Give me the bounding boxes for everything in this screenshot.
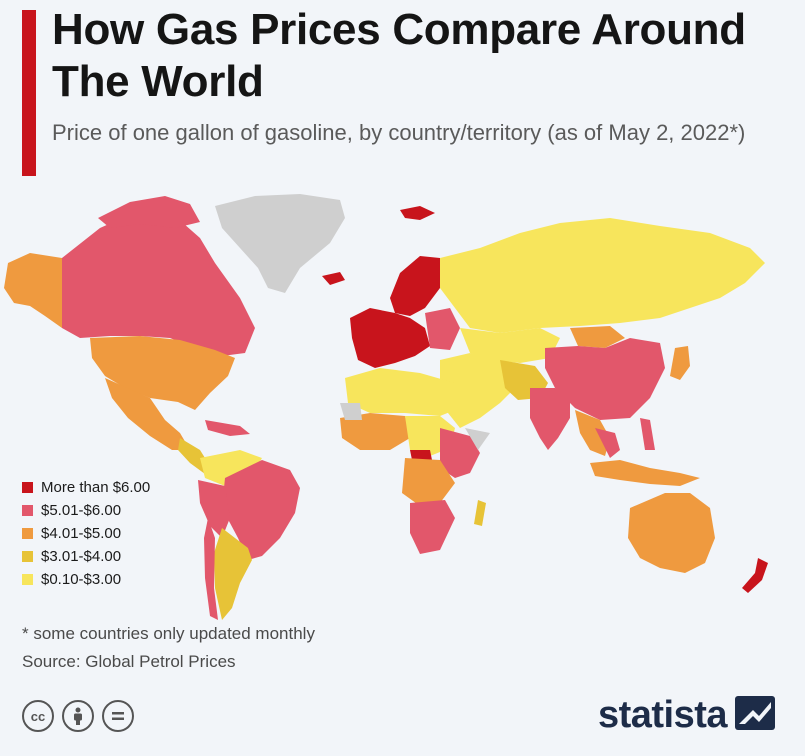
region-australia (628, 493, 715, 573)
region-svalbard (400, 206, 435, 220)
region-caribbean (205, 420, 250, 436)
region-middle-east (440, 353, 520, 428)
region-east-africa (440, 428, 480, 478)
footnote: * some countries only updated monthly (22, 624, 315, 643)
legend-item-more-than-6: More than $6.00 (22, 476, 150, 499)
statista-mark-icon (735, 696, 775, 735)
region-north-africa (345, 368, 460, 416)
legend-item-5-to-6: $5.01-$6.00 (22, 499, 150, 522)
region-brazil (222, 460, 300, 560)
region-peru (198, 480, 230, 538)
legend-item-0-to-3: $0.10-$3.00 (22, 568, 150, 591)
region-usa (90, 336, 235, 410)
region-west-africa (340, 413, 410, 450)
legend-swatch (22, 528, 33, 539)
legend-swatch (22, 482, 33, 493)
region-madagascar (474, 500, 486, 526)
legend-label: $4.01-$5.00 (41, 525, 122, 542)
region-mongolia (570, 326, 625, 348)
region-central-asia (460, 328, 560, 363)
region-scandinavia (390, 256, 440, 316)
map-legend: More than $6.00 $5.01-$6.00 $4.01-$5.00 … (22, 476, 150, 591)
license-icons: cc (22, 700, 134, 732)
region-eastern-europe (425, 308, 460, 350)
region-indonesia (590, 460, 700, 486)
legend-item-3-to-4: $3.01-$4.00 (22, 545, 150, 568)
region-iceland (322, 272, 345, 285)
region-horn-africa (465, 428, 490, 450)
accent-bar (22, 10, 36, 176)
brand-name: statista (597, 694, 728, 736)
legend-label: $5.01-$6.00 (41, 502, 122, 519)
region-russia (440, 218, 765, 333)
region-new-zealand (742, 558, 768, 593)
region-japan (670, 346, 690, 380)
legend-swatch (22, 574, 33, 585)
statista-logo[interactable]: statista (598, 694, 775, 737)
region-central-africa-2 (410, 450, 432, 460)
legend-label: $0.10-$3.00 (41, 571, 122, 588)
region-india (530, 388, 570, 450)
legend-swatch (22, 551, 33, 562)
cc-icon[interactable]: cc (22, 700, 54, 732)
legend-item-4-to-5: $4.01-$5.00 (22, 522, 150, 545)
region-canada (62, 210, 255, 356)
region-west-africa-nodata (340, 403, 362, 420)
legend-label: More than $6.00 (41, 479, 151, 496)
region-southern-africa (410, 500, 455, 554)
page-subtitle: Price of one gallon of gasoline, by coun… (52, 120, 746, 145)
region-southern-central-africa (402, 458, 455, 506)
region-china (545, 338, 665, 420)
source-note: Source: Global Petrol Prices (22, 652, 236, 671)
region-se-asia (575, 410, 610, 456)
region-greenland (215, 194, 345, 293)
attribution-icon[interactable] (62, 700, 94, 732)
region-se-asia-2 (595, 428, 620, 458)
region-canada-islands (98, 196, 200, 228)
legend-swatch (22, 505, 33, 516)
region-alaska (4, 253, 62, 328)
no-derivatives-icon[interactable] (102, 700, 134, 732)
region-philippines (640, 418, 655, 450)
page-title: How Gas Prices Compare Around The World (52, 5, 746, 106)
region-mexico (105, 378, 190, 450)
region-chile (204, 518, 218, 620)
region-argentina (214, 528, 252, 620)
world-map (0, 188, 805, 628)
legend-label: $3.01-$4.00 (41, 548, 122, 565)
region-western-europe (350, 308, 430, 368)
